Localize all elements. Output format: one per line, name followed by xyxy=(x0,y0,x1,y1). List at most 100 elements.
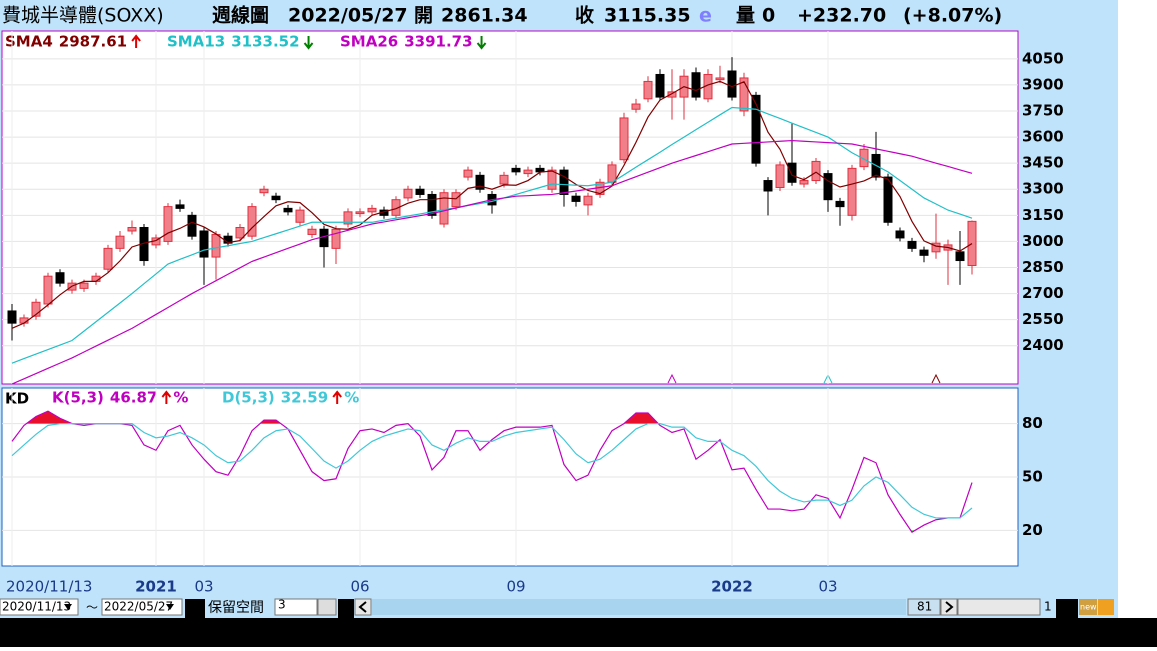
legend-name: D(5,3) xyxy=(222,389,275,407)
new-button[interactable] xyxy=(1079,599,1097,615)
page: 1 xyxy=(1044,600,1052,614)
volume-label: 量 xyxy=(736,5,755,27)
x-tick-label: 09 xyxy=(506,578,525,596)
y-tick-label: 3600 xyxy=(1022,128,1064,146)
x-tick-label: 03 xyxy=(194,578,213,596)
tool-buttons[interactable] xyxy=(957,598,1041,616)
candle-body xyxy=(283,207,293,213)
candle-body xyxy=(919,249,929,256)
candle-body xyxy=(571,195,581,202)
open-label: 開 xyxy=(414,5,433,27)
trend-arrow xyxy=(332,390,342,404)
count-box xyxy=(907,598,941,616)
legend-name: SMA4 xyxy=(5,33,53,51)
alert-button[interactable] xyxy=(1098,599,1114,615)
candle-body xyxy=(739,77,749,112)
arrow-icon xyxy=(945,601,954,613)
x-tick-label: 2022 xyxy=(711,578,753,596)
legend: SMA4 2987.61 SMA13 3133.52 SMA26 3391.73 K(5,3… xyxy=(5,33,487,407)
y-tick-label: 4050 xyxy=(1022,49,1064,67)
arrow-icon xyxy=(358,601,367,613)
candle-body xyxy=(271,195,281,201)
candle-body xyxy=(763,180,773,192)
candle-body xyxy=(727,70,737,98)
line-sma26 xyxy=(11,139,973,384)
candle-body xyxy=(811,160,821,182)
reserve-value: 3 xyxy=(278,598,286,612)
candle-body xyxy=(583,195,593,206)
y-tick-label: 2400 xyxy=(1022,336,1064,354)
change-pct: (+8.07%) xyxy=(903,5,1002,27)
candle-body xyxy=(607,164,617,183)
close-label: 收 xyxy=(575,4,594,27)
candle-body xyxy=(895,230,905,239)
volume: 0 xyxy=(762,5,775,27)
y-tick-label: 3000 xyxy=(1022,232,1064,250)
scroll-left[interactable] xyxy=(354,598,372,616)
candle-body xyxy=(319,228,329,248)
candle-body xyxy=(631,103,641,110)
candle-body xyxy=(463,169,473,178)
candle-body xyxy=(847,167,857,216)
scroll-right[interactable] xyxy=(940,598,958,616)
block xyxy=(1056,599,1078,618)
candle-body xyxy=(415,188,425,195)
candle-body xyxy=(427,193,437,216)
candle-body xyxy=(787,162,797,183)
line-sma13 xyxy=(11,106,973,364)
candle-body xyxy=(163,206,173,242)
candle-body xyxy=(511,167,521,173)
candle-body xyxy=(547,169,557,190)
block xyxy=(185,599,205,618)
candle-body xyxy=(211,233,221,258)
reserve-input[interactable] xyxy=(274,598,318,616)
taskbar xyxy=(0,618,1157,647)
candle-body xyxy=(307,228,317,235)
y-tick-label: 2850 xyxy=(1022,258,1064,276)
trend-arrow xyxy=(161,390,172,404)
y-tick-label: 3900 xyxy=(1022,75,1064,93)
candle-body xyxy=(835,200,845,208)
y-tick-label: 3750 xyxy=(1022,101,1064,119)
end-select[interactable] xyxy=(101,598,183,616)
scroll-track[interactable] xyxy=(372,599,906,615)
candle-body xyxy=(79,282,89,289)
trend-arrow xyxy=(303,36,314,50)
dropdown-icon xyxy=(64,604,72,610)
x-tick-label: 06 xyxy=(350,578,369,596)
start-date: 2020/11/13 xyxy=(2,600,71,614)
candle-body xyxy=(367,207,377,213)
line-d-5-3- xyxy=(11,423,973,519)
kd-title: KD xyxy=(5,390,29,408)
toolbar: 2020/11/13 ～ 2022/05/27 保留空間 3 81 1 new xyxy=(0,598,1114,618)
candle-body xyxy=(55,272,65,284)
legend-unit: % xyxy=(344,389,359,407)
spinner[interactable] xyxy=(317,598,337,616)
candle-body xyxy=(655,73,665,98)
dropdown-icon xyxy=(166,604,174,610)
y-tick-label: 2700 xyxy=(1022,284,1064,302)
candle-body xyxy=(175,204,185,209)
candle-body xyxy=(907,240,917,249)
change: +232.70 xyxy=(797,5,886,27)
line-k-5-3- xyxy=(11,410,973,533)
count: 81 xyxy=(917,600,932,614)
reserve-label: 保留空間 xyxy=(208,600,264,616)
candle-body xyxy=(859,148,869,168)
candle-body xyxy=(31,301,41,317)
candle-body xyxy=(7,310,17,324)
y-tick-label: 20 xyxy=(1022,521,1043,539)
start-select[interactable] xyxy=(0,598,79,616)
candle-body xyxy=(643,80,653,100)
candle-body xyxy=(475,174,485,190)
block xyxy=(338,599,354,618)
candle-body xyxy=(619,117,629,161)
candle-body xyxy=(247,206,257,237)
x-tick-label: 03 xyxy=(818,578,837,596)
price-panel xyxy=(1,30,1019,385)
title: 費城半導體(SOXX) xyxy=(2,5,164,27)
marker xyxy=(931,373,941,384)
candle-body xyxy=(691,72,701,98)
candle-body xyxy=(955,251,965,262)
x-tick-label: 2021 xyxy=(135,578,177,596)
